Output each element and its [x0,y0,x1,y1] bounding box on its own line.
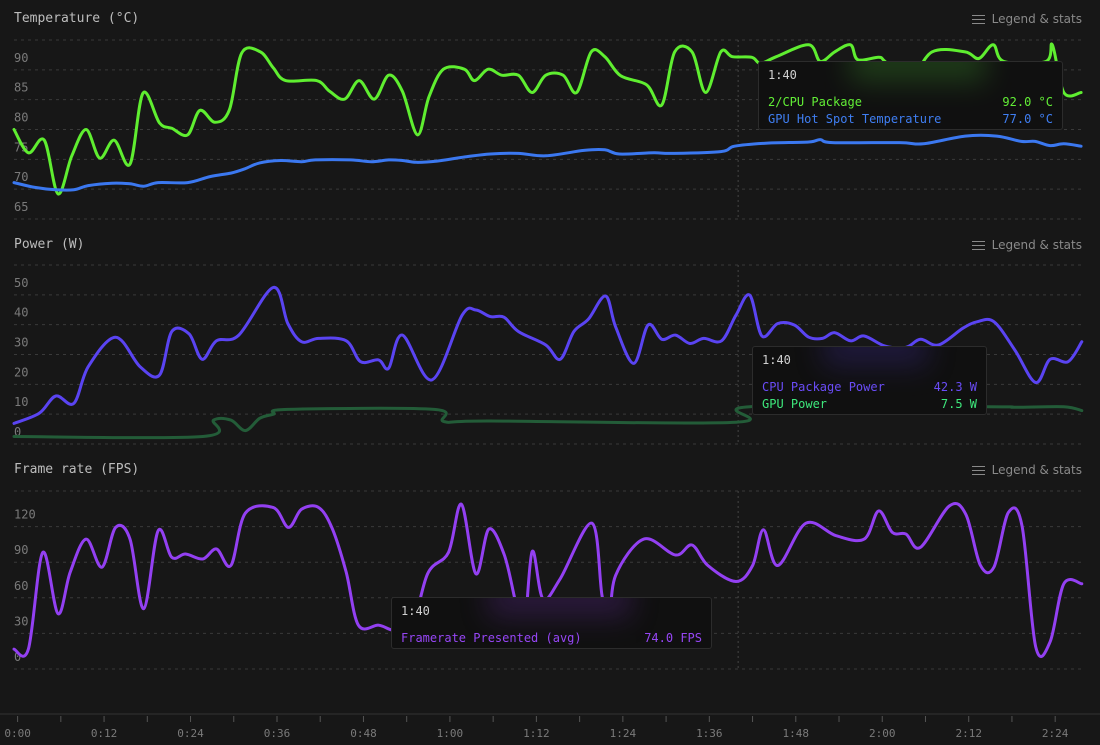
tooltip-series-value: 77.0 °C [1002,112,1053,126]
series-line-gpu-hot-spot-temperature [12,133,1083,192]
x-axis: 0:00 0:12 0:24 0:36 0:48 1:00 1:12 1:24 1:36 1:48… [0,713,1100,740]
tooltip-series-label: 2/CPU Package [768,95,862,109]
tooltip-time: 1:40 [768,68,797,82]
tooltip-series-value: 74.0 FPS [644,631,702,645]
power-chart-title: Power (W) [14,237,85,252]
y-tick-label: 20 [14,365,28,379]
y-tick-label: 90 [14,543,28,557]
x-tick-label: 1:24 [610,727,637,740]
x-tick-label: 2:24 [1042,727,1069,740]
legend-label: Legend & stats [991,12,1082,26]
tooltip-glow [849,62,987,82]
legend-label: Legend & stats [991,238,1082,252]
x-tick-label: 0:24 [177,727,204,740]
tooltip-glow [487,598,632,618]
x-tick-label: 0:36 [264,727,291,740]
x-tick-label: 1:36 [696,727,723,740]
tooltip-series-label: Framerate Presented (avg) [401,631,582,645]
tooltip-series-label: CPU Package Power [762,380,885,394]
x-tick-label: 1:00 [437,727,464,740]
tooltip-series-value: 42.3 W [933,380,977,394]
y-tick-label: 120 [14,508,36,522]
hamburger-icon [971,14,985,24]
tooltip-row-framerate: Framerate Presented (avg) 74.0 FPS [401,630,702,647]
tooltip-time: 1:40 [401,604,430,618]
hamburger-icon [971,465,985,475]
y-tick-label: 0 [14,650,21,664]
temperature-tooltip: 1:40 2/CPU Package 92.0 °C GPU Hot Spot T… [758,61,1063,130]
tooltip-row-gpu-power: GPU Power 7.5 W [762,396,977,413]
y-tick-label: 85 [14,81,28,95]
temperature-chart-title: Temperature (°C) [14,11,140,26]
y-tick-label: 60 [14,579,28,593]
y-tick-label: 65 [14,200,28,214]
tooltip-series-value: 7.5 W [940,397,977,411]
hamburger-icon [971,240,985,250]
y-tick-label: 90 [14,51,28,65]
tooltip-series-value: 92.0 °C [1002,95,1053,109]
y-tick-label: 50 [14,276,28,290]
y-tick-label: 0 [14,425,21,439]
tooltip-row-cpu-package: 2/CPU Package 92.0 °C [768,94,1053,111]
tooltip-row-gpu-hotspot: GPU Hot Spot Temperature 77.0 °C [768,111,1053,128]
y-tick-label: 40 [14,306,28,320]
y-tick-label: 70 [14,170,28,184]
x-tick-label: 0:00 [4,727,31,740]
framerate-chart-title: Frame rate (FPS) [14,462,140,477]
tooltip-time: 1:40 [762,353,791,367]
y-tick-label: 30 [14,614,28,628]
series-line-2-cpu-package [12,42,1083,196]
power-tooltip: 1:40 CPU Package Power 42.3 W GPU Power 7.… [752,346,987,415]
tooltip-series-label: GPU Power [762,397,828,411]
y-tick-label: 30 [14,336,28,350]
framerate-legend-button[interactable]: Legend & stats [971,463,1082,477]
tooltip-series-label: GPU Hot Spot Temperature [768,112,942,126]
x-tick-label: 1:12 [523,727,550,740]
x-tick-label: 2:12 [955,727,982,740]
tooltip-glow [822,347,928,367]
x-tick-label: 0:48 [350,727,377,740]
y-tick-label: 80 [14,111,28,125]
tooltip-row-cpu-power: CPU Package Power 42.3 W [762,379,977,396]
x-tick-label: 1:48 [783,727,810,740]
temperature-legend-button[interactable]: Legend & stats [971,12,1082,26]
power-legend-button[interactable]: Legend & stats [971,238,1082,252]
x-tick-label: 0:12 [91,727,118,740]
framerate-tooltip: 1:40 Framerate Presented (avg) 74.0 FPS [391,597,712,649]
x-tick-label: 2:00 [869,727,896,740]
legend-label: Legend & stats [991,463,1082,477]
series-line-gpu-power [12,404,1084,440]
y-tick-label: 10 [14,395,28,409]
